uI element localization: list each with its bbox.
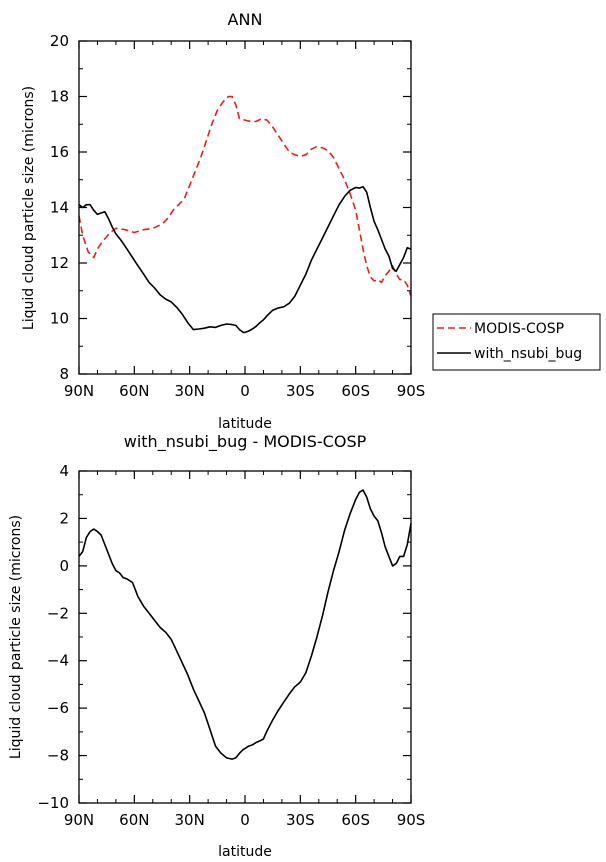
top-x-tick-label: 0 (240, 382, 250, 400)
bottom-y-tick-label: −10 (37, 794, 69, 812)
bottom-x-tick-label: 60S (341, 811, 370, 829)
top-x-tick-label: 60N (119, 382, 149, 400)
bottom-y-tick-label: 0 (59, 557, 69, 575)
top-y-tick-label: 12 (50, 254, 69, 272)
legend-box (432, 313, 601, 371)
bottom-y-axis-label: Liquid cloud particle size (microns) (8, 515, 24, 759)
legend: MODIS-COSP with_nsubi_bug (432, 313, 601, 371)
bottom-panel: with_nsubi_bug - MODIS-COSP latitude Liq… (8, 432, 425, 860)
top-chart-title: ANN (228, 10, 263, 29)
bottom-y-tick-label: 2 (59, 509, 69, 527)
bottom-x-axis-label: latitude (218, 844, 272, 860)
legend-label-with-nsubi-bug: with_nsubi_bug (474, 346, 582, 362)
top-y-tick-label: 14 (50, 199, 69, 217)
bottom-x-tick-label: 90N (64, 811, 94, 829)
top-x-axis-label: latitude (218, 416, 272, 432)
bottom-y-tick-label: −4 (47, 652, 69, 670)
top-x-tick-label: 90N (64, 382, 94, 400)
bottom-series-lines (78, 489, 412, 760)
top-x-tick-label: 30N (175, 382, 205, 400)
bottom-x-tick-label: 0 (240, 811, 250, 829)
top-series-with-nsubi-bug (78, 185, 412, 334)
bottom-x-tick-label: 60N (119, 811, 149, 829)
top-y-tick-label: 18 (50, 88, 69, 106)
top-y-tick-label: 10 (50, 310, 69, 328)
bottom-tick-labels: 90N 60N 30N 0 30S 60S 90S −10 −8 −6 −4 −2 0 2 4 (37, 462, 425, 829)
top-series-lines (78, 95, 412, 334)
top-y-tick-label: 8 (59, 365, 69, 383)
bottom-chart-title: with_nsubi_bug - MODIS-COSP (124, 432, 367, 452)
top-x-tick-label: 90S (397, 382, 426, 400)
top-y-tick-label: 16 (50, 143, 69, 161)
bottom-y-tick-label: −6 (47, 699, 69, 717)
bottom-y-tick-label: −2 (47, 604, 69, 622)
bottom-tick-marks (78, 470, 412, 804)
bottom-series-with-nsubi-bug-modis-cosp (78, 489, 412, 760)
bottom-y-tick-label: 4 (59, 462, 69, 480)
top-x-tick-label: 30S (286, 382, 315, 400)
top-tick-labels: 90N 60N 30N 0 30S 60S 90S 8 10 12 14 16 18 20 (50, 32, 425, 400)
bottom-plot-frame (78, 470, 412, 804)
bottom-x-tick-label: 30S (286, 811, 315, 829)
bottom-y-tick-label: −8 (47, 747, 69, 765)
top-x-tick-label: 60S (341, 382, 370, 400)
bottom-x-tick-label: 30N (175, 811, 205, 829)
top-panel: ANN latitude Liquid cloud particle size … (21, 10, 425, 432)
top-plot-frame (78, 40, 412, 375)
top-y-axis-label: Liquid cloud particle size (microns) (21, 86, 37, 330)
top-series-modis-cosp (78, 95, 412, 297)
bottom-x-tick-label: 90S (397, 811, 426, 829)
legend-label-modis-cosp: MODIS-COSP (474, 321, 564, 337)
top-y-tick-label: 20 (50, 32, 69, 50)
top-tick-marks (78, 40, 412, 375)
